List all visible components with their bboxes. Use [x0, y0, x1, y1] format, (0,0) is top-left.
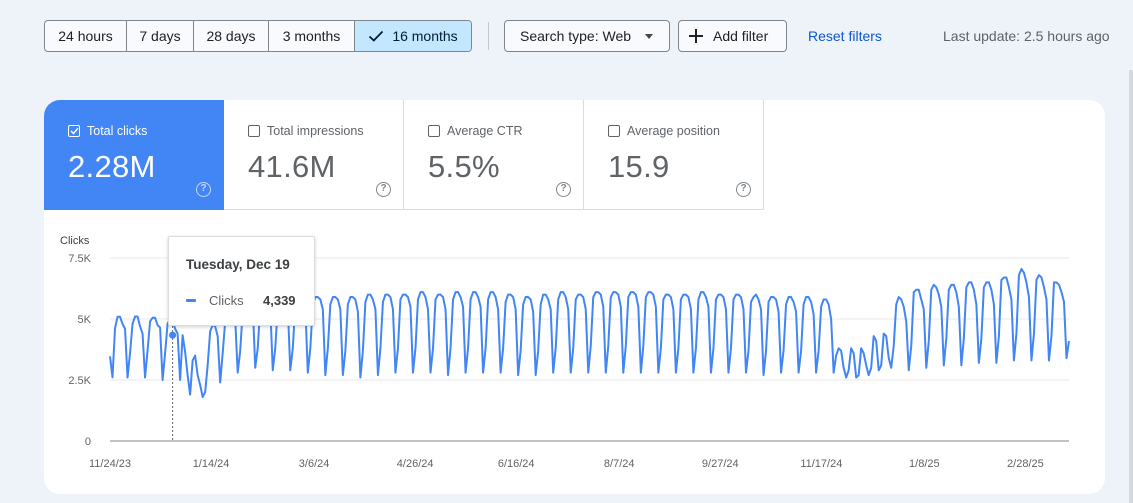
chart-tooltip: Tuesday, Dec 19 Clicks 4,339: [168, 236, 315, 326]
toolbar-divider: [488, 22, 489, 50]
performance-card: Total clicks 2.28M ? Total impressions 4…: [44, 100, 1105, 494]
help-icon[interactable]: ?: [556, 182, 571, 197]
checkbox-icon[interactable]: [68, 125, 80, 137]
metric-label-text: Total impressions: [267, 124, 364, 138]
metric-label-text: Total clicks: [87, 124, 148, 138]
help-icon[interactable]: ?: [376, 182, 391, 197]
y-tick-label: 2.5K: [68, 375, 91, 387]
tooltip-date: Tuesday, Dec 19: [186, 257, 290, 272]
y-axis-title: Clicks: [60, 235, 90, 247]
search-type-label: Search type: Web: [520, 28, 632, 44]
x-tick-label: 1/8/25: [909, 458, 940, 470]
range-label: 24 hours: [58, 28, 113, 44]
checkbox-icon[interactable]: [608, 125, 620, 137]
x-tick-label: 1/14/24: [193, 458, 230, 470]
range-3-months-button[interactable]: 3 months: [269, 21, 355, 51]
caret-down-icon: [645, 33, 654, 39]
metric-label: Total clicks: [68, 124, 147, 138]
plus-icon: [689, 29, 703, 43]
search-type-dropdown[interactable]: Search type: Web: [504, 20, 670, 52]
range-16-months-button[interactable]: 16 months: [355, 21, 471, 51]
metric-value: 15.9: [608, 149, 670, 184]
series-swatch: [186, 299, 196, 302]
range-24-hours-button[interactable]: 24 hours: [45, 21, 127, 51]
x-tick-label: 11/24/23: [89, 458, 131, 470]
last-update-text: Last update: 2.5 hours ago: [943, 28, 1110, 44]
x-tick-label: 9/27/24: [702, 458, 739, 470]
range-label: 28 days: [206, 28, 256, 44]
hover-point: [169, 331, 177, 339]
help-icon[interactable]: ?: [196, 182, 211, 197]
reset-filters-link[interactable]: Reset filters: [808, 28, 882, 44]
metric-average-position[interactable]: Average position 15.9 ?: [584, 100, 764, 210]
metric-total-clicks[interactable]: Total clicks 2.28M ?: [44, 100, 224, 210]
x-tick-label: 2/28/25: [1007, 458, 1044, 470]
checkbox-icon[interactable]: [428, 125, 440, 137]
metric-value: 5.5%: [428, 149, 500, 184]
metric-label: Average CTR: [428, 124, 523, 138]
scrollbar[interactable]: [1129, 70, 1133, 503]
metric-value: 41.6M: [248, 149, 336, 184]
range-label: 3 months: [282, 28, 341, 44]
tooltip-row: Clicks 4,339: [186, 293, 296, 308]
date-range-toolbar: 24 hours 7 days 28 days 3 months 16 mont…: [0, 0, 1133, 72]
range-28-days-button[interactable]: 28 days: [194, 21, 269, 51]
add-filter-button[interactable]: Add filter: [678, 20, 787, 52]
tooltip-series-name: Clicks: [209, 293, 244, 308]
range-7-days-button[interactable]: 7 days: [127, 21, 194, 51]
date-range-selector: 24 hours 7 days 28 days 3 months 16 mont…: [44, 20, 472, 52]
metric-label-text: Average CTR: [447, 124, 523, 138]
x-tick-label: 8/7/24: [604, 458, 635, 470]
x-tick-label: 4/26/24: [397, 458, 434, 470]
y-tick-label: 0: [85, 436, 91, 448]
metric-average-ctr[interactable]: Average CTR 5.5% ?: [404, 100, 584, 210]
x-tick-label: 3/6/24: [299, 458, 330, 470]
metric-label: Average position: [608, 124, 720, 138]
metric-total-impressions[interactable]: Total impressions 41.6M ?: [224, 100, 404, 210]
range-label: 7 days: [139, 28, 181, 44]
help-icon[interactable]: ?: [736, 182, 751, 197]
metric-label: Total impressions: [248, 124, 364, 138]
add-filter-label: Add filter: [713, 28, 769, 44]
clicks-line-chart[interactable]: Clicks 7.5K 5K 2.5K 0 11/24/23 1/14/24 3/6/24 4/…: [44, 100, 1105, 494]
x-tick-label: 11/17/24: [800, 458, 842, 470]
x-tick-label: 6/16/24: [498, 458, 535, 470]
tooltip-value: 4,339: [263, 293, 296, 308]
range-label: 16 months: [392, 28, 458, 44]
checkbox-icon[interactable]: [248, 125, 260, 137]
metric-value: 2.28M: [68, 149, 156, 184]
y-tick-label: 5K: [78, 314, 92, 326]
check-icon: [369, 30, 384, 42]
y-tick-label: 7.5K: [68, 253, 91, 265]
metric-label-text: Average position: [627, 124, 720, 138]
